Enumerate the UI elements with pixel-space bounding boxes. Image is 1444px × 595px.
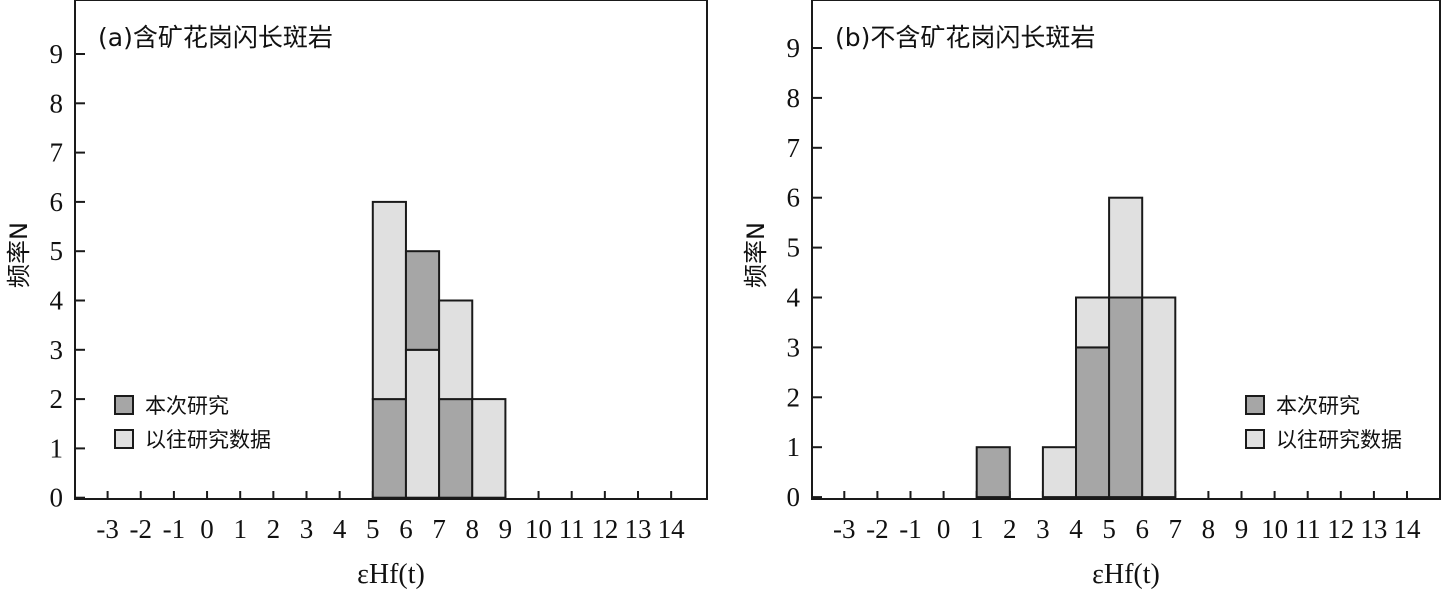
x-tick-label: 10 [1261, 514, 1288, 544]
legend-swatch [114, 395, 134, 415]
legend-label: 本次研究 [1276, 394, 1360, 418]
x-tick-label: 0 [200, 514, 214, 544]
y-tick-label: 6 [50, 187, 64, 217]
y-tick-label: 4 [50, 286, 64, 316]
y-tick-label: 3 [787, 332, 801, 362]
x-tick-label: 3 [1036, 514, 1050, 544]
x-tick-label: 4 [1069, 514, 1083, 544]
x-tick-label: 2 [267, 514, 281, 544]
x-tick-label: 13 [625, 514, 652, 544]
x-tick-label: 7 [432, 514, 446, 544]
chart-title: (b)不含矿花岗闪长斑岩 [835, 23, 1095, 52]
y-tick-label: 5 [50, 236, 64, 266]
y-tick-label: 3 [50, 335, 64, 365]
x-tick-label: 8 [1202, 514, 1216, 544]
x-tick-label: 5 [366, 514, 380, 544]
y-tick-label: 8 [50, 88, 64, 118]
bar [471, 398, 507, 499]
legend-swatch [1245, 395, 1265, 415]
x-tick-label: 12 [1327, 514, 1354, 544]
y-tick-label: 1 [50, 433, 64, 463]
y-tick-label: 9 [50, 39, 64, 69]
y-tick-label: 4 [787, 283, 801, 313]
bar [1141, 296, 1177, 499]
bar [1075, 296, 1111, 349]
x-tick-label: 13 [1360, 514, 1387, 544]
bar [371, 398, 407, 499]
x-tick-label: 0 [937, 514, 951, 544]
x-tick-label: -3 [96, 514, 119, 544]
legend-swatch [1245, 429, 1265, 449]
y-tick-label: 7 [50, 138, 64, 168]
bar [1041, 446, 1078, 499]
x-tick-label: 8 [466, 514, 480, 544]
x-tick-label: -2 [866, 514, 889, 544]
bar [404, 348, 441, 499]
x-tick-label: 5 [1102, 514, 1116, 544]
x-tick-label: 3 [300, 514, 314, 544]
y-tick-label: 0 [50, 483, 64, 513]
y-tick-label: 5 [787, 233, 801, 263]
y-tick-label: 1 [787, 432, 801, 462]
x-tick-label: -1 [163, 514, 186, 544]
x-tick-label: 11 [1295, 514, 1321, 544]
chart-title: (a)含矿花岗闪长斑岩 [98, 23, 333, 52]
x-tick-label: 7 [1169, 514, 1183, 544]
x-tick-label: 6 [1135, 514, 1149, 544]
x-tick-label: -3 [833, 514, 856, 544]
y-tick-label: 0 [787, 482, 801, 512]
x-axis-label: εHf(t) [357, 559, 425, 590]
legend-label: 本次研究 [145, 394, 229, 418]
bar [1108, 296, 1144, 499]
x-tick-label: -2 [130, 514, 153, 544]
y-tick-label: 7 [787, 133, 801, 163]
bar [438, 299, 474, 401]
bar [975, 446, 1011, 499]
y-axis-label: 频率N [5, 222, 33, 288]
y-tick-label: 2 [50, 384, 64, 414]
x-tick-label: 2 [1003, 514, 1017, 544]
plot-frame [74, 0, 708, 500]
bar [371, 200, 407, 401]
x-tick-label: 9 [499, 514, 513, 544]
x-tick-label: 4 [333, 514, 347, 544]
x-axis-label: εHf(t) [1092, 559, 1160, 590]
x-tick-label: 1 [233, 514, 247, 544]
bar [1108, 196, 1144, 299]
x-tick-label: 14 [1394, 514, 1422, 544]
plot-frame [811, 0, 1441, 500]
x-tick-label: 14 [658, 514, 686, 544]
legend-label: 以往研究数据 [145, 428, 271, 452]
x-tick-label: 10 [525, 514, 552, 544]
x-tick-label: 9 [1235, 514, 1249, 544]
x-tick-label: 6 [399, 514, 413, 544]
legend-label: 以往研究数据 [1276, 428, 1402, 452]
x-tick-label: -1 [899, 514, 922, 544]
bar [438, 398, 474, 499]
x-tick-label: 1 [970, 514, 984, 544]
y-tick-label: 6 [787, 183, 801, 213]
x-tick-label: 11 [559, 514, 585, 544]
y-tick-label: 9 [787, 33, 801, 63]
legend-swatch [114, 429, 134, 449]
y-tick-label: 8 [787, 83, 801, 113]
y-axis-label: 频率N [742, 222, 770, 288]
x-tick-label: 12 [591, 514, 618, 544]
bar [1075, 346, 1111, 499]
bar [404, 250, 441, 351]
y-tick-label: 2 [787, 382, 801, 412]
